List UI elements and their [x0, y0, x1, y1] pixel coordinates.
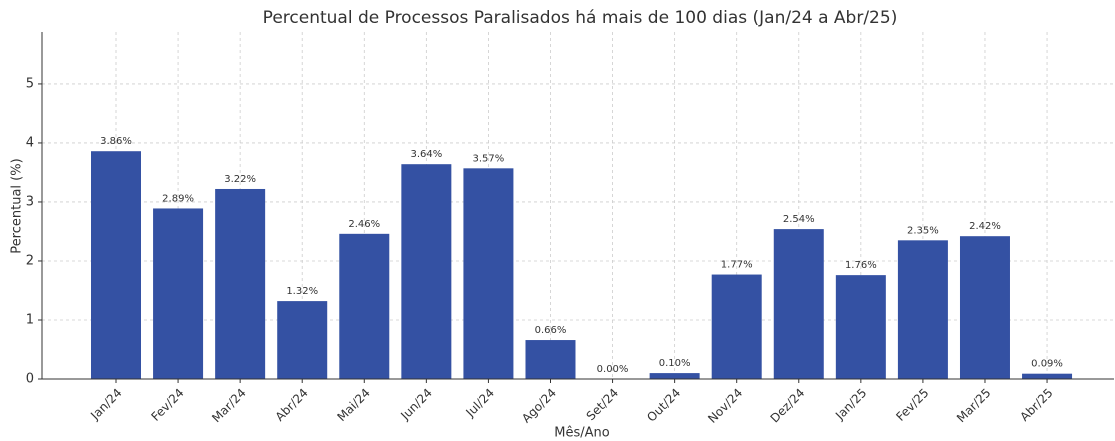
y-tick-label: 5	[26, 76, 34, 91]
bar	[959, 236, 1010, 379]
value-label: 1.76%	[845, 260, 877, 271]
value-label: 0.00%	[597, 364, 629, 375]
value-label: 0.66%	[535, 325, 567, 336]
value-label: 2.42%	[969, 221, 1001, 232]
bar	[711, 274, 762, 379]
value-label: 3.57%	[473, 153, 505, 164]
x-tick-label: Abr/24	[273, 386, 311, 424]
value-label: 2.54%	[783, 214, 815, 225]
x-tick-label: Mai/24	[334, 386, 372, 424]
bar	[649, 373, 700, 379]
bar	[463, 168, 514, 379]
bar	[773, 229, 824, 379]
x-tick-label: Set/24	[584, 386, 621, 423]
y-tick-label: 3	[26, 194, 34, 209]
value-label: 2.46%	[348, 219, 380, 230]
x-tick-label: Mar/25	[954, 386, 994, 426]
value-label: 3.64%	[410, 149, 442, 160]
x-tick-label: Jul/24	[463, 386, 498, 421]
bar	[91, 151, 141, 379]
value-label: 1.77%	[721, 260, 753, 271]
x-tick-label: Fev/25	[893, 386, 931, 424]
x-tick-label: Nov/24	[705, 386, 745, 426]
bar	[339, 233, 390, 379]
x-tick-label: Abr/25	[1017, 386, 1055, 424]
x-tick-label: Mar/24	[209, 386, 249, 426]
bar	[401, 164, 452, 379]
y-tick-label: 1	[26, 312, 34, 327]
bar	[153, 208, 204, 379]
value-label: 0.10%	[659, 358, 691, 369]
bar	[1022, 373, 1073, 379]
value-label: 3.22%	[224, 174, 256, 185]
bar	[525, 340, 576, 379]
x-tick-label: Out/24	[644, 386, 683, 425]
x-axis-label: Mês/Ano	[554, 426, 609, 441]
value-label: 2.35%	[907, 225, 939, 236]
bar	[897, 240, 948, 379]
x-tick-label: Jan/25	[832, 386, 869, 423]
value-label: 0.09%	[1031, 359, 1063, 370]
bar	[835, 275, 886, 379]
y-tick-label: 0	[26, 372, 34, 387]
y-tick-label: 4	[26, 135, 34, 150]
bar	[277, 301, 328, 379]
x-tick-label: Dez/24	[768, 386, 808, 426]
chart-title: Percentual de Processos Paralisados há m…	[263, 8, 898, 28]
x-tick-label: Jan/24	[87, 386, 124, 423]
bar	[215, 188, 266, 379]
value-label: 2.89%	[162, 193, 194, 204]
x-tick-label: Jun/24	[397, 386, 435, 424]
x-tick-label: Fev/24	[148, 386, 186, 424]
value-label: 1.32%	[286, 286, 318, 297]
x-tick-label: Ago/24	[519, 386, 559, 426]
y-axis-label: Percentual (%)	[10, 158, 25, 253]
y-tick-label: 2	[26, 253, 34, 268]
value-label: 3.86%	[100, 136, 132, 147]
